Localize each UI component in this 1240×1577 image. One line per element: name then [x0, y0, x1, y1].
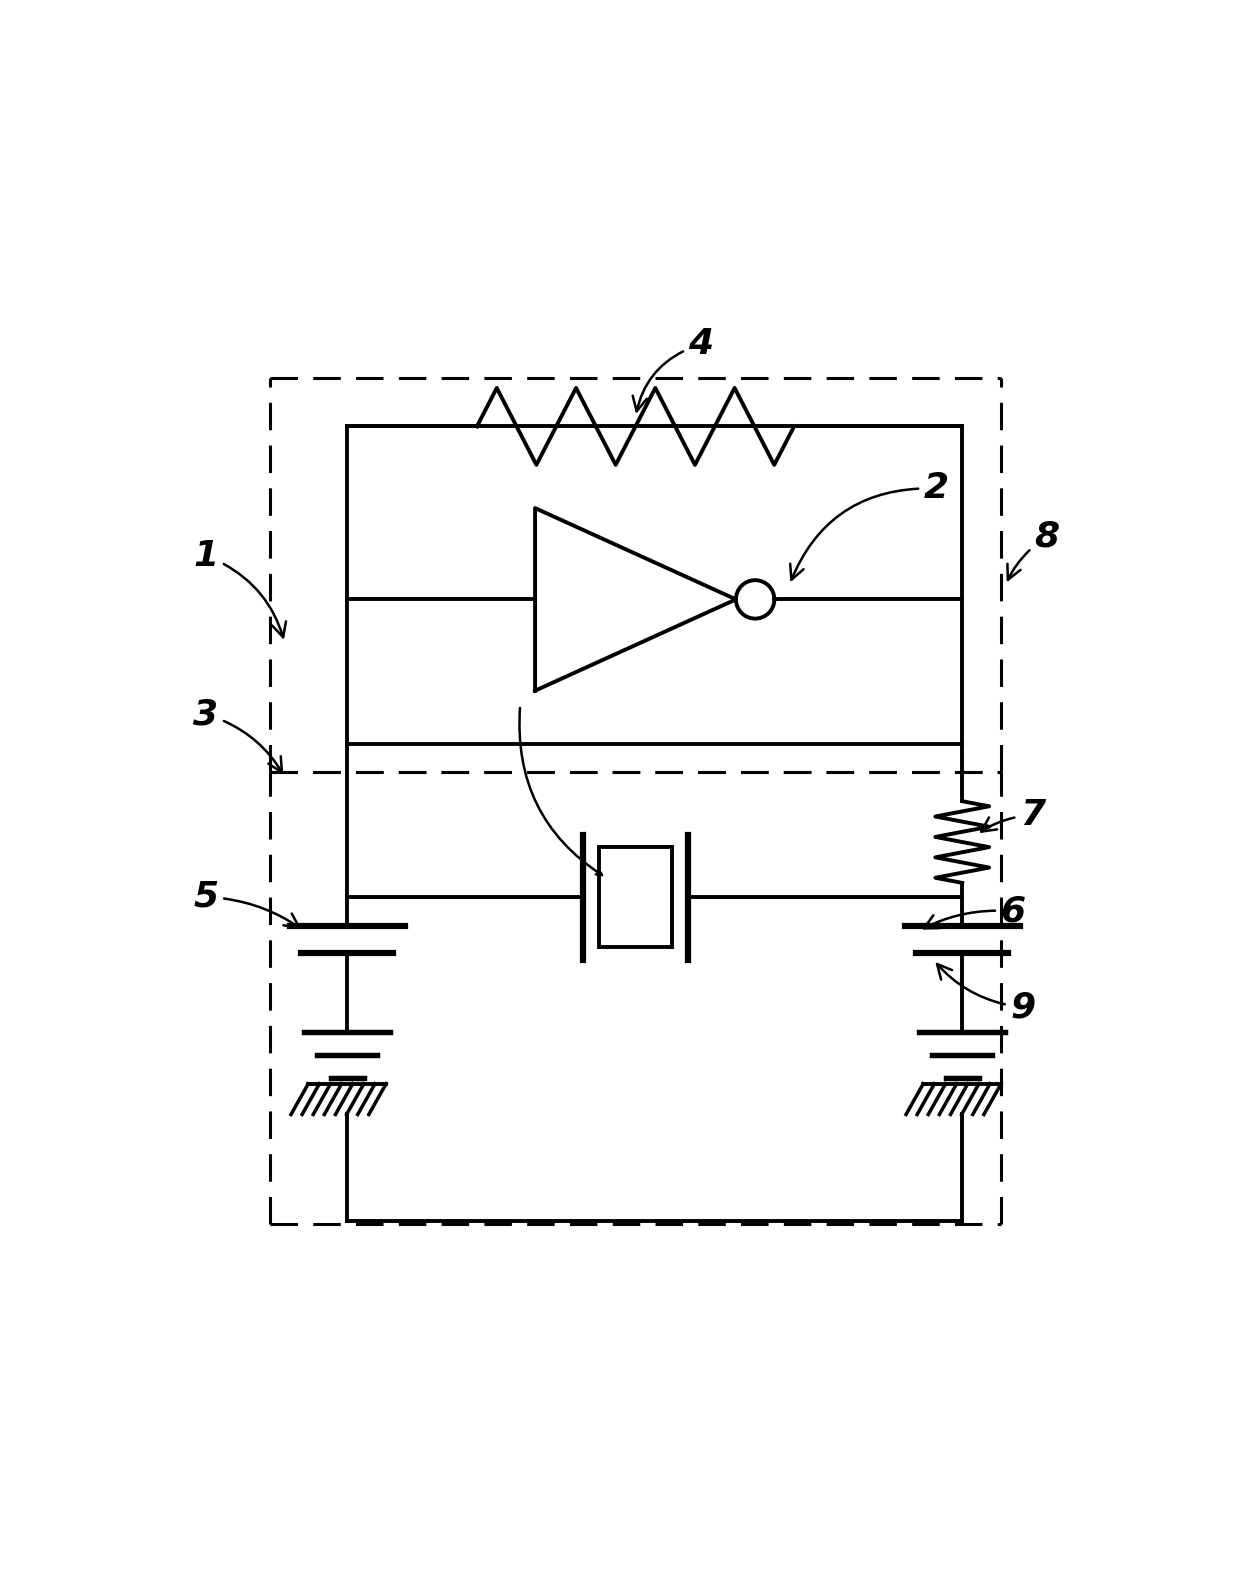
- Text: 3: 3: [193, 697, 281, 773]
- Text: 5: 5: [193, 880, 299, 927]
- Text: 1: 1: [193, 539, 286, 637]
- Text: 2: 2: [790, 472, 949, 580]
- Text: 6: 6: [924, 894, 1025, 929]
- Bar: [599, 847, 672, 948]
- Text: 7: 7: [981, 798, 1045, 833]
- Text: 4: 4: [632, 328, 713, 412]
- Text: 8: 8: [1007, 519, 1059, 580]
- Text: 9: 9: [937, 964, 1035, 1025]
